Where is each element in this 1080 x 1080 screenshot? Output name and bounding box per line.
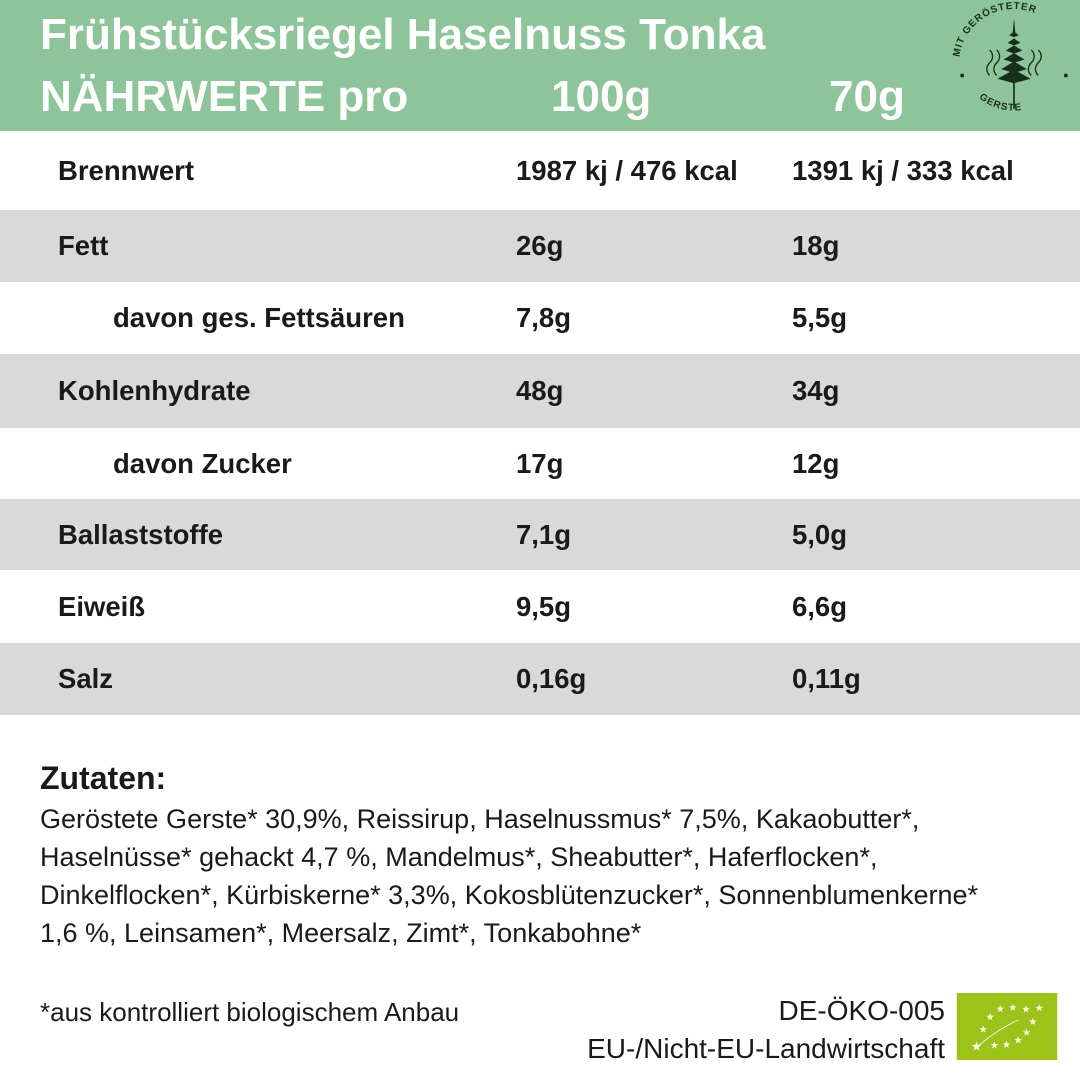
svg-text:GERSTE: GERSTE [977,91,1023,113]
svg-text:MIT GERÖSTETER: MIT GERÖSTETER [951,1,1038,58]
